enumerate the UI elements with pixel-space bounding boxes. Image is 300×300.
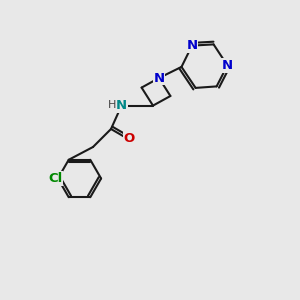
Text: N: N xyxy=(186,39,198,52)
Text: H: H xyxy=(107,100,116,110)
Text: O: O xyxy=(123,132,135,145)
Text: N: N xyxy=(116,99,127,112)
Text: N: N xyxy=(153,71,165,85)
Text: N: N xyxy=(222,59,233,72)
Text: Cl: Cl xyxy=(48,172,63,185)
